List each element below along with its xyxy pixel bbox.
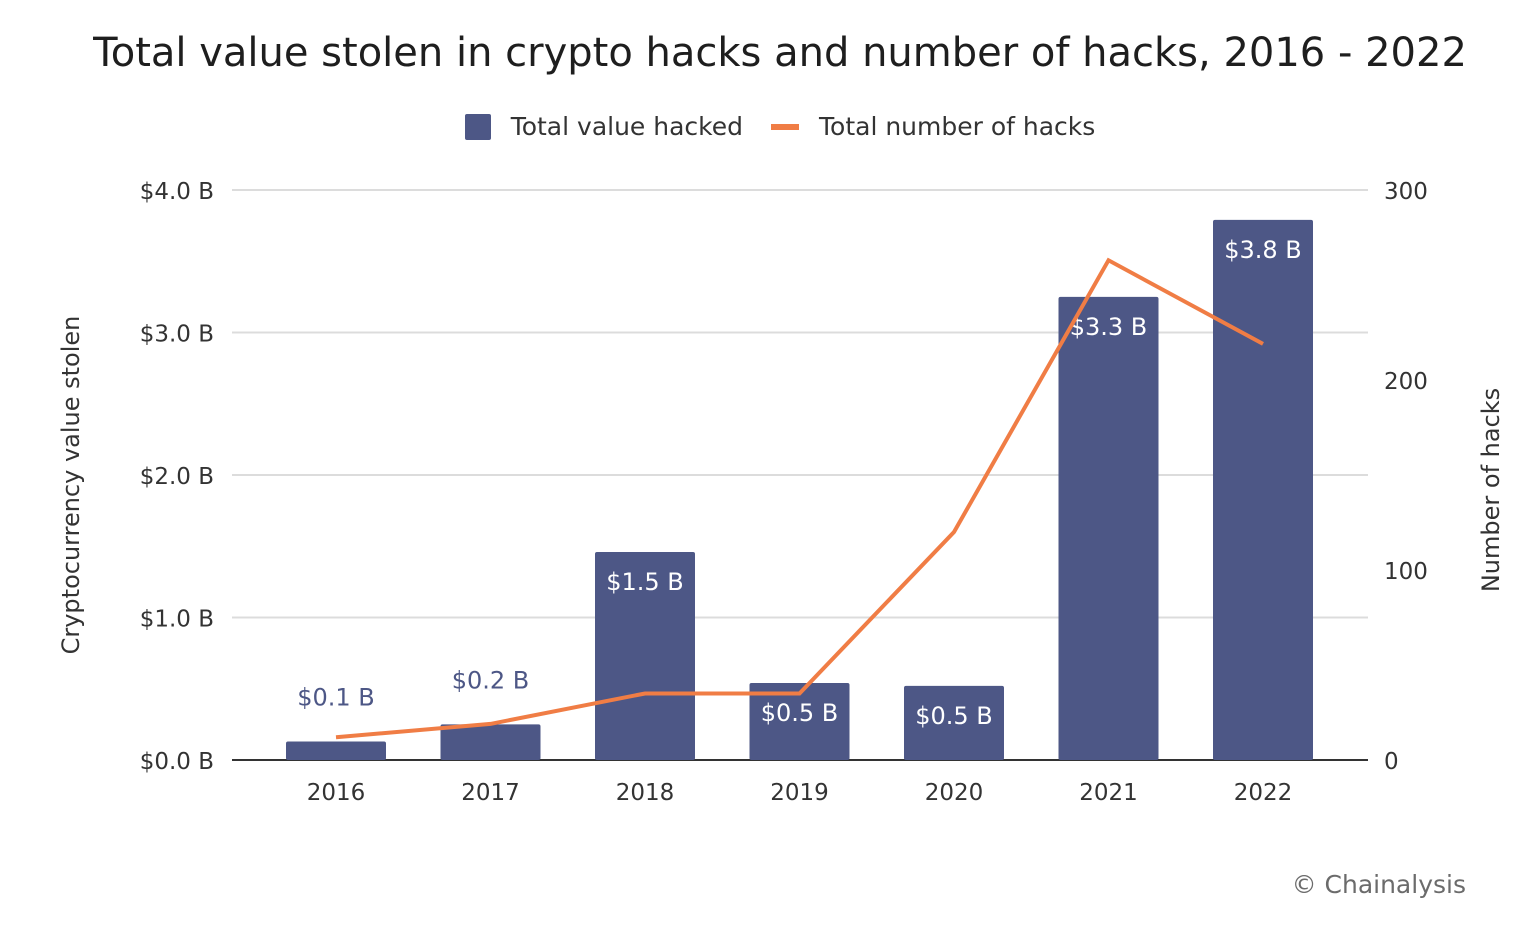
bar-value-label: $0.5 B (915, 702, 993, 730)
bar-2018 (595, 551, 695, 760)
x-tick-label: 2020 (925, 780, 984, 806)
x-tick-label: 2018 (616, 780, 675, 806)
y-tick-label: $4.0 B (140, 179, 214, 205)
gridlines (232, 189, 1368, 761)
y2-tick-label: 300 (1384, 179, 1428, 205)
legend-label-value: Total value hacked (510, 112, 743, 141)
legend-item-value: Total value hacked (464, 112, 743, 141)
y-tick-label: $3.0 B (140, 322, 214, 348)
legend-swatch-line (771, 123, 799, 130)
bar-2017 (440, 724, 541, 760)
bar-value-label: $0.5 B (761, 699, 839, 727)
y-tick-label: $2.0 B (140, 464, 214, 490)
x-tick-label: 2022 (1234, 780, 1293, 806)
y-tick-label: $1.0 B (140, 607, 214, 633)
x-tick-label: 2019 (770, 780, 829, 806)
y-tick-label: $0.0 B (140, 749, 214, 775)
x-tick-label: 2016 (307, 780, 366, 806)
bar-value-label: $1.5 B (606, 568, 684, 596)
bar-value-label: $0.1 B (297, 683, 375, 711)
bar-2020 (904, 685, 1004, 760)
bars (286, 219, 1313, 761)
legend-label-hacks: Total number of hacks (819, 112, 1096, 141)
bar-value-label: $3.3 B (1070, 313, 1148, 341)
y2-tick-label: 200 (1384, 369, 1428, 395)
bar-2022 (1213, 219, 1313, 761)
y2-tick-label: 100 (1384, 559, 1428, 585)
bar-value-label: $0.2 B (452, 666, 530, 694)
right-axis-title: Number of hacks (1477, 388, 1505, 592)
right-axis-ticks: 0 100 200 300 (1384, 179, 1428, 775)
credit: © Chainalysis (1291, 870, 1466, 899)
bar-2019 (749, 683, 850, 760)
bar-labels: $0.1 B $0.2 B $1.5 B $0.5 B $0.5 B $3.3 B $3.8… (297, 236, 1302, 730)
legend-item-hacks: Total number of hacks (771, 112, 1095, 141)
legend: Total value hacked Total number of hacks (0, 112, 1518, 141)
x-axis-ticks: 2016 2017 2018 2019 2020 2021 2022 (307, 780, 1293, 806)
legend-swatch-bar (464, 113, 491, 140)
left-axis-ticks: $0.0 B $1.0 B $2.0 B $3.0 B $4.0 B (140, 179, 214, 775)
chart-title: Total value stolen in crypto hacks and n… (93, 30, 1467, 76)
x-tick-label: 2021 (1079, 780, 1138, 806)
bar-2016 (286, 741, 386, 760)
bar-value-label: $3.8 B (1224, 236, 1302, 264)
hacks-line (335, 257, 1264, 740)
bar-2021 (1058, 296, 1159, 760)
y2-tick-label: 0 (1384, 749, 1399, 775)
x-tick-label: 2017 (461, 780, 520, 806)
left-axis-title: Cryptocurrency value stolen (57, 316, 85, 655)
